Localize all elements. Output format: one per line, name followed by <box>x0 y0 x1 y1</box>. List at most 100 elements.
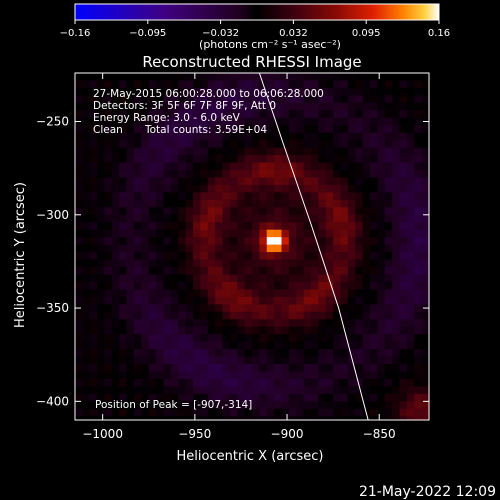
heatmap-cell <box>399 147 408 156</box>
heatmap-cell <box>207 147 216 156</box>
heatmap-cell <box>303 207 312 216</box>
heatmap-cell <box>111 184 120 193</box>
heatmap-cell <box>237 296 245 305</box>
heatmap-cell <box>170 95 179 104</box>
heatmap-cell <box>288 244 297 253</box>
heatmap-cell <box>384 244 393 253</box>
heatmap-cell <box>148 334 157 342</box>
heatmap-cell <box>340 296 349 305</box>
heatmap-cell <box>377 184 386 193</box>
heatmap-cell <box>126 162 135 171</box>
heatmap-cell <box>207 349 216 357</box>
heatmap-cell <box>104 416 113 420</box>
heatmap-cell <box>200 416 209 420</box>
heatmap-cell <box>156 393 164 402</box>
heatmap-cell <box>377 386 386 395</box>
heatmap-cell <box>229 155 238 163</box>
heatmap-cell <box>185 378 194 387</box>
heatmap-cell <box>311 408 319 417</box>
heatmap-cell <box>311 147 319 156</box>
heatmap-cell <box>222 184 231 193</box>
heatmap-cell <box>355 408 363 417</box>
heatmap-cell <box>89 125 98 133</box>
heatmap-cell <box>399 117 408 126</box>
heatmap-cell <box>75 170 83 178</box>
heatmap-cell <box>392 386 400 395</box>
heatmap-cell <box>384 207 393 216</box>
heatmap-cell <box>156 117 164 126</box>
heatmap-cell <box>252 259 260 268</box>
heatmap-cell <box>178 341 186 350</box>
heatmap-cell <box>392 117 400 126</box>
heatmap-cell <box>318 304 327 313</box>
heatmap-cell <box>392 393 400 402</box>
heatmap-cell <box>215 349 223 357</box>
heatmap-cell <box>347 155 356 163</box>
heatmap-cell <box>325 147 334 156</box>
heatmap-cell <box>311 281 319 290</box>
heatmap-cell <box>229 244 238 253</box>
heatmap-cell <box>281 222 290 231</box>
heatmap-cell <box>281 289 290 298</box>
heatmap-cell <box>75 80 83 89</box>
heatmap-cell <box>266 125 275 133</box>
heatmap-cell <box>296 252 304 260</box>
heatmap-cell <box>207 162 216 171</box>
heatmap-cell <box>104 378 113 387</box>
heatmap-cell <box>126 237 135 245</box>
heatmap-cell <box>311 311 319 320</box>
heatmap-cell <box>148 229 157 238</box>
heatmap-cell <box>222 281 231 290</box>
heatmap-cell <box>193 244 201 253</box>
heatmap-image <box>75 73 429 420</box>
heatmap-cell <box>296 304 304 313</box>
heatmap-cell <box>318 371 327 380</box>
heatmap-cell <box>222 364 231 372</box>
heatmap-cell <box>392 147 400 156</box>
heatmap-cell <box>259 214 268 223</box>
heatmap-cell <box>252 289 260 298</box>
heatmap-cell <box>126 155 135 163</box>
heatmap-cell <box>75 102 83 111</box>
heatmap-cell <box>244 319 253 328</box>
heatmap-cell <box>340 73 349 81</box>
heatmap-cell <box>414 132 422 141</box>
heatmap-cell <box>266 207 275 216</box>
heatmap-cell <box>340 132 349 141</box>
heatmap-cell <box>111 296 120 305</box>
heatmap-cell <box>296 401 304 410</box>
heatmap-cell <box>333 408 341 417</box>
heatmap-cell <box>126 371 135 380</box>
heatmap-cell <box>266 334 275 342</box>
heatmap-cell <box>141 349 150 357</box>
heatmap-cell <box>163 378 172 387</box>
heatmap-cell <box>399 371 408 380</box>
heatmap-cell <box>193 386 201 395</box>
heatmap-cell <box>156 177 164 186</box>
heatmap-cell <box>370 281 378 290</box>
heatmap-cell <box>97 229 105 238</box>
heatmap-cell <box>141 393 150 402</box>
heatmap-cell <box>392 207 400 216</box>
heatmap-cell <box>311 237 319 245</box>
heatmap-cell <box>274 319 282 328</box>
heatmap-cell <box>215 140 223 148</box>
heatmap-cell <box>340 102 349 111</box>
heatmap-cell <box>244 162 253 171</box>
heatmap-cell <box>355 184 363 193</box>
heatmap-cell <box>148 140 157 148</box>
heatmap-cell <box>193 117 201 126</box>
heatmap-cell <box>75 341 83 350</box>
heatmap-cell <box>266 416 275 420</box>
heatmap-cell <box>200 95 209 104</box>
heatmap-cell <box>134 378 142 387</box>
heatmap-cell <box>406 252 415 260</box>
heatmap-cell <box>185 110 194 119</box>
heatmap-cell <box>370 334 378 342</box>
colorbar-unit-label: (photons cm⁻² s⁻¹ asec⁻²) <box>199 38 341 51</box>
heatmap-cell <box>178 296 186 305</box>
heatmap-cell <box>215 87 223 96</box>
heatmap-cell <box>229 170 238 178</box>
heatmap-cell <box>75 393 83 402</box>
heatmap-cell <box>97 244 105 253</box>
